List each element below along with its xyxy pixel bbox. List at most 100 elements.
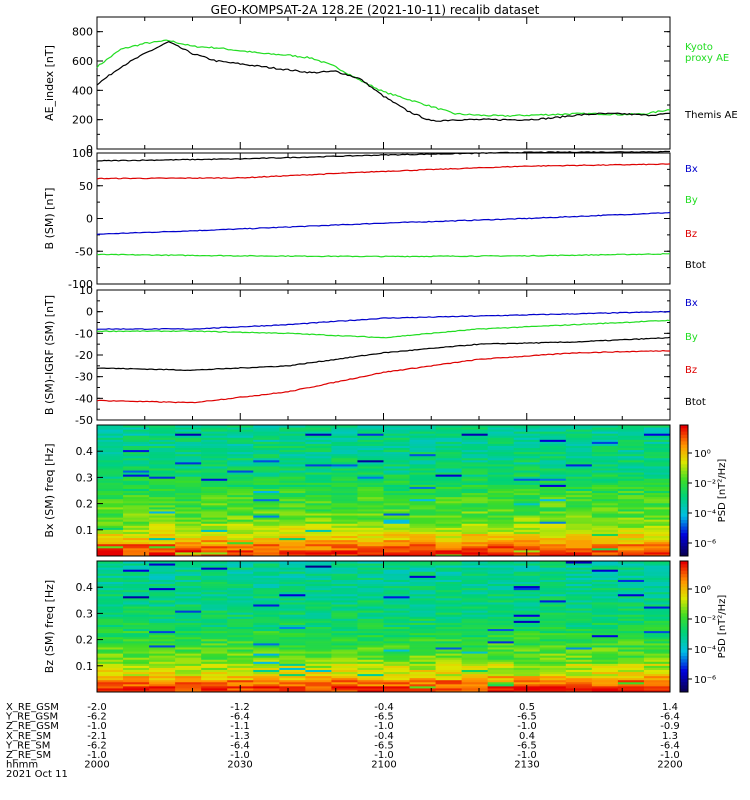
spectrogram-cell	[357, 581, 384, 585]
ephemeris-value: 2100	[371, 760, 396, 771]
spectrogram-cell	[357, 478, 384, 481]
spectrogram-cell	[591, 591, 619, 595]
spectrogram-cell	[565, 486, 593, 489]
spectrogram-cell	[487, 661, 515, 664]
spectrogram-cell	[227, 439, 254, 442]
spectrogram-cell	[409, 673, 437, 677]
spectrogram-cell	[305, 484, 332, 487]
spectrogram-cell	[97, 608, 124, 611]
spectrogram-cell	[253, 616, 280, 619]
spectrogram-cell	[461, 669, 489, 673]
spectrogram-cell	[487, 445, 515, 449]
spectrogram-cell	[201, 610, 228, 613]
spectrogram-cell	[331, 449, 358, 453]
spectrogram-cell	[487, 521, 515, 524]
spectrogram-cell	[357, 577, 384, 580]
spectrogram-cell	[643, 472, 671, 475]
spectrogram-cell	[175, 636, 202, 640]
spectrogram-cell	[487, 606, 515, 609]
spectrogram-cell	[539, 433, 567, 436]
spectrogram-cell	[409, 569, 437, 572]
spectrogram-cell	[539, 549, 567, 553]
spectrogram-cell	[253, 551, 280, 555]
ephemeris-value: -6.5	[517, 740, 537, 751]
spectrogram-cell	[409, 591, 437, 595]
spectrogram-cell	[617, 614, 645, 617]
spectrogram-cell	[331, 443, 358, 446]
y-tick-label: 400	[72, 84, 93, 97]
spectrogram-cell	[617, 683, 645, 687]
spectrogram-cell	[539, 519, 567, 522]
spectrogram-cell	[253, 644, 280, 648]
spectrogram-cell	[383, 579, 411, 582]
spectrogram-cell	[461, 575, 489, 578]
spectrogram-cell	[305, 628, 332, 632]
spectrogram-cell	[435, 435, 463, 438]
spectrogram-cell	[565, 429, 593, 432]
spectrogram-cell	[227, 630, 254, 634]
spectrogram-cell	[617, 537, 645, 541]
spectrogram-cell	[617, 649, 645, 652]
spectrogram-cell	[123, 531, 150, 534]
spectrogram-cell	[279, 561, 306, 564]
spectrogram-cell	[643, 583, 671, 587]
spectrogram-cell	[617, 443, 645, 446]
ephemeris-value: -1.0	[660, 750, 680, 761]
spectrogram-cell	[149, 463, 176, 467]
spectrogram-cell	[357, 449, 384, 453]
spectrogram-cell	[643, 567, 671, 570]
spectrogram-cell	[409, 537, 437, 541]
spectrogram-cell	[383, 659, 411, 662]
spectrogram-cell	[591, 626, 619, 630]
spectrogram-cell	[643, 431, 671, 434]
spectrogram-cell	[383, 585, 411, 589]
spectrogram-cell	[123, 591, 150, 595]
spectrogram-cell	[487, 583, 515, 587]
spectrogram-cell	[149, 498, 176, 502]
spectrogram-cell	[331, 595, 358, 599]
spectrogram-cell	[123, 482, 150, 485]
spectrogram-cell	[175, 527, 202, 530]
spectrogram-cell	[201, 640, 228, 644]
spectrogram-cell	[487, 433, 515, 436]
spectrogram-cell	[383, 569, 411, 572]
spectrogram-cell	[123, 429, 150, 432]
spectrogram-cell	[461, 453, 489, 457]
spectrogram-cell	[383, 573, 411, 576]
spectrogram-cell	[461, 435, 489, 438]
spectrogram-cell	[253, 425, 280, 428]
spectrogram-cell	[357, 508, 384, 512]
colorbar-tick-label: 10⁻⁴	[694, 645, 716, 656]
spectrogram-cell	[227, 500, 254, 504]
spectrogram-cell	[97, 683, 124, 687]
spectrogram-cell	[487, 681, 515, 685]
spectrogram-cell	[201, 634, 228, 638]
spectrogram-cell	[461, 583, 489, 587]
spectrogram-cell	[617, 523, 645, 526]
spectrogram-cell	[227, 529, 254, 532]
spectrogram-cell	[149, 597, 176, 601]
spectrogram-cell	[253, 571, 280, 574]
spectrogram-cell	[201, 439, 228, 442]
ephemeris-row-label: hhmm	[6, 760, 38, 771]
spectrogram-cell	[123, 494, 150, 498]
spectrogram-cell	[175, 523, 202, 526]
spectrogram-cell	[643, 449, 671, 453]
spectrogram-cell	[357, 453, 384, 457]
spectrogram-cell	[201, 527, 228, 530]
spectrogram-cell	[279, 508, 306, 512]
spectrogram-cell	[123, 624, 150, 627]
spectrogram-cell	[409, 624, 437, 627]
spectrogram-cell	[539, 622, 567, 625]
y-tick-label: -20	[75, 349, 93, 362]
spectrogram-cell	[565, 589, 593, 593]
spectrogram-cell	[513, 500, 541, 504]
spectrogram-cell	[487, 655, 515, 658]
spectrogram-cell	[123, 657, 150, 660]
spectrogram-cell	[279, 500, 306, 504]
spectrogram-cell	[279, 687, 306, 691]
spectrogram-cell	[201, 561, 228, 564]
spectrogram-cell	[357, 687, 384, 691]
spectrogram-cell	[253, 494, 280, 498]
spectrogram-cell	[461, 445, 489, 449]
